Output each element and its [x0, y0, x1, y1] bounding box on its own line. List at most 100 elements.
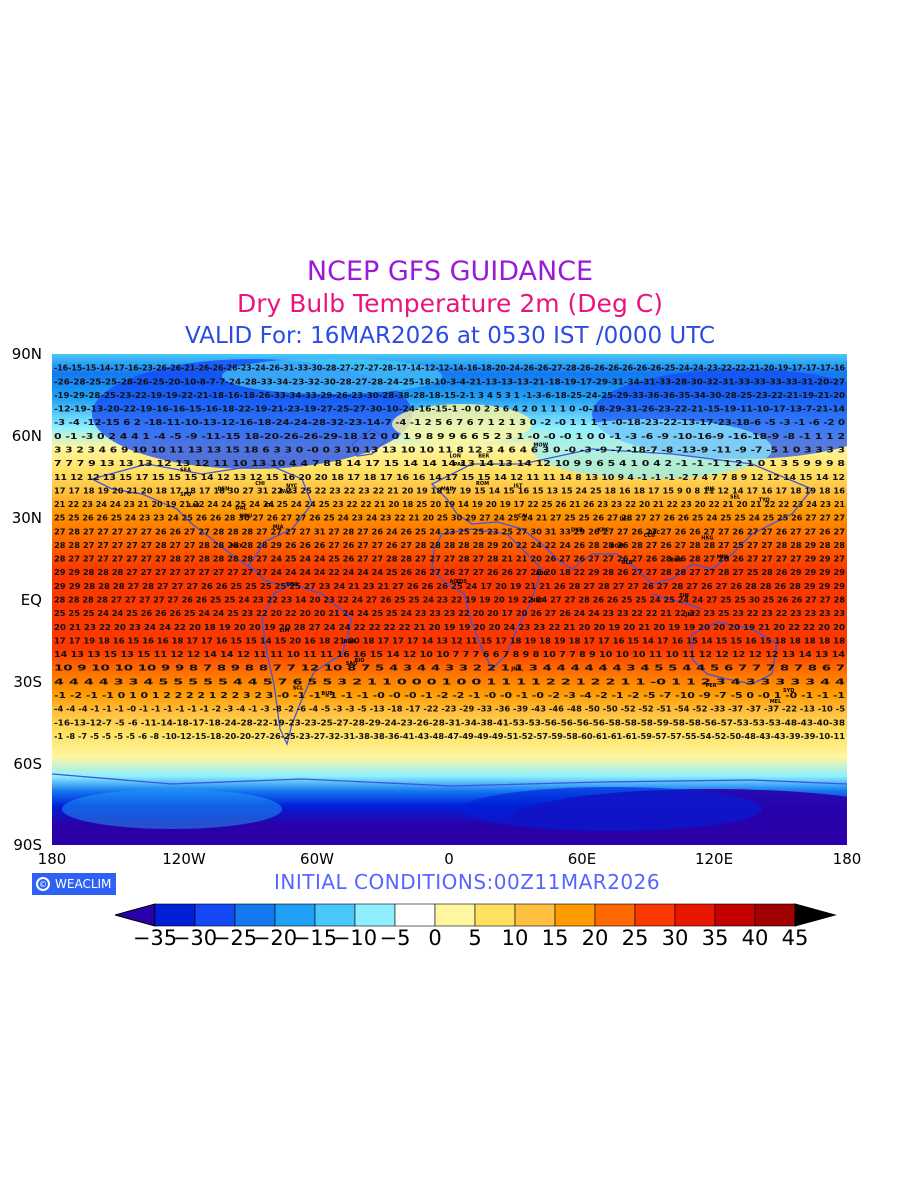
colorbar-tick-label: −35 [132, 926, 178, 950]
station-label: BJS [706, 486, 716, 492]
station-label: MEX [231, 544, 243, 550]
colorbar-box [194, 903, 236, 927]
lat-tick-label: 30S [13, 673, 42, 691]
map-canvas: -16-15-15-14-17-16-23-26-26-21-26-26-26-… [52, 354, 847, 845]
station-label: TYO [759, 497, 770, 503]
colorbar-box [554, 903, 596, 927]
grid-value-row: 4 4 4 4 3 3 4 5 5 5 5 5 4 4 5 7 6 5 5 3 … [54, 677, 846, 686]
station-label: BKK [670, 557, 683, 563]
station-label: DAL [235, 506, 247, 512]
greenland-outline [351, 428, 389, 457]
station-label: SEA [180, 467, 191, 473]
station-label: DAC [648, 530, 660, 536]
colorbar-tick-label: 40 [741, 926, 769, 950]
logo-text: WEACLIM [55, 877, 112, 891]
lat-tick-label: 90S [13, 836, 42, 854]
station-label: SYD [783, 688, 794, 694]
station-label: MOW [533, 443, 548, 449]
colorbar-arrow-low [115, 903, 156, 927]
station-label: BRA [344, 639, 356, 645]
station-label: NBO [531, 598, 543, 604]
grid-value-row: 28 28 27 27 27 27 27 28 27 27 28 28 28 2… [54, 541, 845, 550]
lat-tick-label: 30N [11, 509, 42, 527]
station-label: ADD [536, 571, 548, 577]
grid-value-labels: -16-15-15-14-17-16-23-26-26-21-26-26-26-… [54, 364, 846, 741]
grid-value-row: 21 22 23 24 24 23 21 20 19 21 22 24 24 2… [54, 500, 845, 509]
station-label: ATL [264, 503, 275, 509]
station-label: CAI [518, 514, 528, 520]
station-label: BOG [286, 582, 298, 588]
station-label: SIN [679, 593, 689, 599]
coastlines [52, 428, 847, 787]
colorbar [115, 903, 837, 927]
copyright-circle-icon: © [36, 877, 50, 891]
grid-value-row: 0 -1 -3 0 2 4 4 1 -4 -5 -9 -11-15 18-20-… [54, 432, 845, 441]
station-label: ROM [476, 481, 489, 487]
colorbar-box [594, 903, 636, 927]
station-label: LAX [189, 503, 200, 509]
station-label: NYC [286, 484, 298, 490]
grid-value-row: 14 13 13 15 13 15 11 12 12 14 14 12 11 1… [54, 650, 846, 659]
eurasia-outline [430, 448, 814, 585]
colorbar-box [674, 903, 716, 927]
indonesia-outline [651, 593, 703, 610]
chart-title: NCEP GFS GUIDANCE [306, 256, 594, 287]
grid-value-row: 7 7 7 9 13 13 13 12 13 12 11 10 13 10 4 … [54, 459, 846, 468]
station-label: MAD [441, 486, 454, 492]
lat-tick-label: 60S [13, 755, 42, 773]
colorbar-box [474, 903, 516, 927]
lon-tick-label: 0 [444, 850, 454, 868]
colorbar-box [314, 903, 356, 927]
colorbar-box [434, 903, 476, 927]
station-label: SAO [346, 661, 358, 667]
station-label: MEL [770, 699, 782, 705]
colorbar-tick-label: 5 [468, 926, 482, 950]
lon-tick-label: 180 [832, 850, 862, 868]
colorbar-tick-label: −30 [172, 926, 218, 950]
station-label: IST [514, 484, 523, 490]
initial-conditions-label: INITIAL CONDITIONS:00Z11MAR2026 [274, 870, 661, 894]
central-america-outline [247, 565, 290, 585]
australia-outline [691, 621, 778, 685]
grid-value-row: 10 9 10 10 10 9 9 8 7 8 9 8 8 7 7 12 10 … [54, 664, 845, 673]
station-label: RIO [355, 658, 365, 664]
colorbar-box [634, 903, 676, 927]
station-label: ACC [450, 579, 462, 585]
colorbar-tick-label: 30 [661, 926, 689, 950]
colorbar-box [714, 903, 756, 927]
colorbar-box [154, 903, 196, 927]
station-label: CHI [255, 481, 265, 487]
grid-value-row: 3 3 2 3 4 6 9 10 10 11 13 13 15 18 6 3 3… [54, 446, 845, 455]
station-label: BUE [321, 691, 333, 697]
station-label: HKG [701, 536, 713, 542]
lon-tick-label: 120W [162, 850, 206, 868]
station-label: PAR [454, 462, 465, 468]
colorbar-tick-label: −20 [252, 926, 298, 950]
grid-value-row: -3 -4 -12-15 6 2 -18-11-10-13-12-16-18-2… [54, 418, 846, 427]
station-label: HOU [240, 514, 253, 520]
weaclim-logo: © WEACLIM [32, 873, 116, 895]
colorbar-tick-label: 45 [781, 926, 809, 950]
lat-tick-label: EQ [20, 591, 42, 609]
grid-value-row: -16-13-12-7 -5 -6 -11-14-18-17-18-24-28-… [54, 718, 845, 727]
station-label: MNL [717, 555, 730, 561]
colorbar-box [754, 903, 796, 927]
grid-value-row: 29 29 28 28 28 27 27 27 27 27 27 27 27 2… [54, 568, 845, 577]
station-label: SCL [293, 686, 304, 692]
colorbar-tick-label: −15 [292, 926, 338, 950]
colorbar-tick-label: 15 [541, 926, 569, 950]
lat-tick-label: 60N [11, 427, 42, 445]
colorbar-box [354, 903, 396, 927]
colorbar-box [394, 903, 436, 927]
colorbar-box [274, 903, 316, 927]
grid-value-row: 25 25 26 26 25 24 23 23 24 25 26 26 28 3… [54, 514, 845, 523]
grid-value-row: 25 25 25 24 24 25 26 26 26 25 24 24 25 2… [54, 609, 845, 618]
grid-value-row: -1 -8 -7 -5 -5 -5 -5 -6 -8 -10-12-15-18-… [54, 732, 845, 741]
grid-value-row: -16-15-15-14-17-16-23-26-26-21-26-26-26-… [54, 364, 845, 373]
station-label: LIM [280, 628, 290, 634]
grid-value-row: -12-19-13-20-22-19-16-16-15-16-18-22-19-… [54, 405, 845, 414]
south-america-outline [261, 583, 353, 746]
station-label: LON [450, 454, 461, 460]
colorbar-tick-label: −5 [379, 926, 411, 950]
valid-time-label: VALID For: 16MAR2026 at 0530 IST /0000 U… [184, 323, 716, 349]
